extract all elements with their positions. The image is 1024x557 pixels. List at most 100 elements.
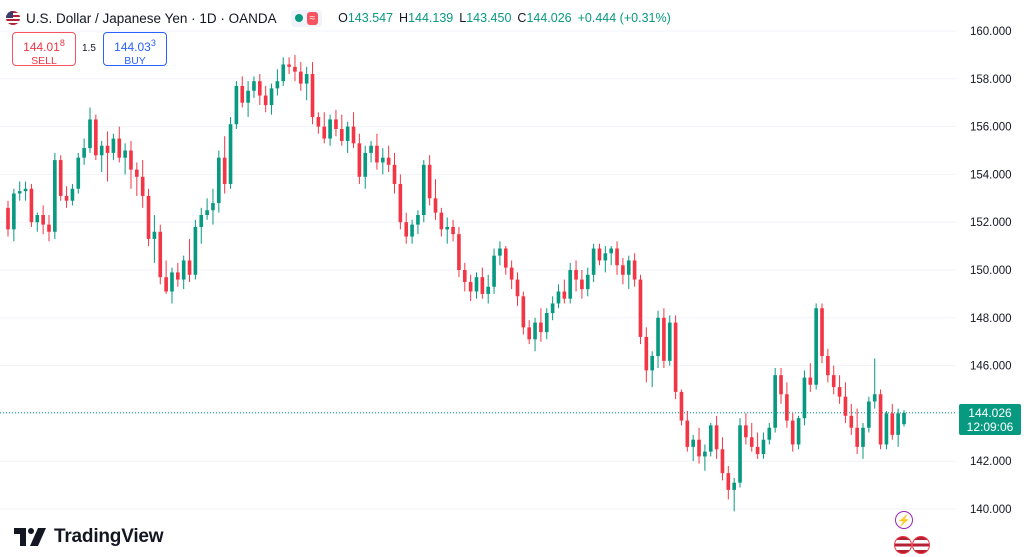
candle-body: [369, 145, 373, 153]
candle-body: [591, 248, 596, 275]
y-tick-label: 142.000: [970, 456, 1012, 468]
candle-body: [867, 401, 871, 428]
candle-body: [105, 145, 110, 153]
candle-body: [240, 85, 245, 103]
candle-body: [94, 119, 98, 156]
y-tick-label: 140.000: [970, 504, 1012, 516]
candle-body: [708, 425, 713, 452]
candle-body: [41, 215, 45, 225]
candle-body: [667, 322, 672, 361]
buy-price-pip: 3: [150, 38, 156, 48]
candle-body: [621, 265, 625, 275]
low-label: L: [459, 11, 467, 25]
candle-body: [258, 81, 262, 96]
candle-body: [298, 71, 303, 84]
candle-body: [293, 66, 297, 72]
candle-body: [902, 412, 906, 425]
candle-body: [849, 415, 854, 428]
symbol-title[interactable]: U.S. Dollar / Japanese Yen · 1D · OANDA: [26, 10, 277, 26]
candle-body: [597, 248, 602, 261]
candle-body: [568, 270, 573, 299]
candle-body: [416, 215, 420, 225]
candle-body: [328, 119, 332, 139]
high-label: H: [399, 11, 409, 25]
us-event-flag-icon-2[interactable]: [912, 536, 930, 554]
candle-body: [211, 203, 215, 211]
candle-body: [304, 74, 309, 84]
ohlc-values: O143.547 H144.139 L143.450 C144.026 +0.4…: [338, 11, 671, 25]
candle-body: [445, 226, 450, 230]
candle-body: [468, 281, 473, 292]
y-tick-label: 148.000: [970, 313, 1012, 325]
close-label: C: [517, 11, 527, 25]
candle-body: [82, 148, 86, 158]
candle-body: [861, 427, 865, 447]
candle-body: [562, 291, 567, 299]
candle-body: [88, 119, 92, 149]
candle-body: [732, 482, 736, 490]
candle-body: [281, 64, 286, 82]
candle-body: [855, 427, 859, 447]
buy-button[interactable]: 144.033 BUY: [103, 32, 167, 67]
candle-body: [170, 272, 174, 292]
candle-body: [580, 279, 584, 290]
candle-body: [351, 126, 356, 144]
us-event-flag-icon[interactable]: [894, 536, 912, 554]
candle-body: [234, 85, 239, 125]
candle-body: [509, 267, 514, 280]
candle-body: [398, 183, 403, 223]
price-grid: [0, 30, 956, 510]
candle-body: [111, 138, 116, 153]
candle-body: [714, 425, 719, 450]
market-status[interactable]: ≈: [290, 9, 323, 27]
candle-body: [744, 425, 748, 438]
candle-body: [878, 394, 883, 445]
candle-body: [609, 248, 614, 254]
sell-button[interactable]: 144.018 SELL: [12, 32, 76, 67]
candle-body: [199, 215, 204, 227]
candle-body: [632, 260, 637, 280]
symbol-header: U.S. Dollar / Japanese Yen · 1D · OANDA …: [6, 8, 671, 28]
wave-icon: ≈: [306, 11, 319, 25]
candle-body: [662, 317, 666, 361]
candle-body: [117, 138, 122, 158]
candle-body: [386, 157, 391, 165]
candle-body: [826, 356, 830, 376]
sell-price-pip: 8: [59, 38, 65, 48]
candle-body: [585, 274, 590, 290]
candle-body: [480, 277, 485, 294]
candle-body: [738, 425, 742, 483]
candle-body: [23, 188, 28, 192]
candle-body: [228, 124, 233, 184]
sell-price: 144.01: [23, 40, 60, 54]
candle-body: [433, 198, 438, 213]
y-tick-label: 156.000: [970, 122, 1012, 134]
candle-body: [638, 279, 643, 337]
candle-body: [796, 418, 801, 445]
lightning-event-icon[interactable]: ⚡: [895, 511, 913, 529]
candle-body: [767, 427, 772, 440]
candle-body: [217, 157, 221, 204]
candle-body: [269, 88, 274, 106]
candle-body: [6, 207, 10, 230]
y-tick-label: 150.000: [970, 265, 1012, 277]
candle-body: [603, 253, 608, 261]
y-tick-label: 160.000: [970, 26, 1012, 38]
y-tick-label: 152.000: [970, 217, 1012, 229]
candle-body: [310, 74, 315, 118]
candle-body: [503, 248, 508, 268]
candle-body: [685, 420, 690, 447]
y-tick-label: 158.000: [970, 74, 1012, 86]
tradingview-logo[interactable]: TradingView: [14, 526, 164, 548]
candle-body: [263, 95, 268, 106]
candle-body: [761, 439, 766, 455]
buy-label: BUY: [124, 55, 146, 67]
candle-body: [404, 222, 409, 237]
candle-body: [345, 126, 350, 141]
candle-body: [146, 195, 151, 239]
candle-body: [755, 446, 760, 455]
bar-countdown: 12:09:06: [966, 420, 1014, 434]
close-value: 144.026: [526, 11, 572, 25]
candle-body: [410, 224, 414, 237]
